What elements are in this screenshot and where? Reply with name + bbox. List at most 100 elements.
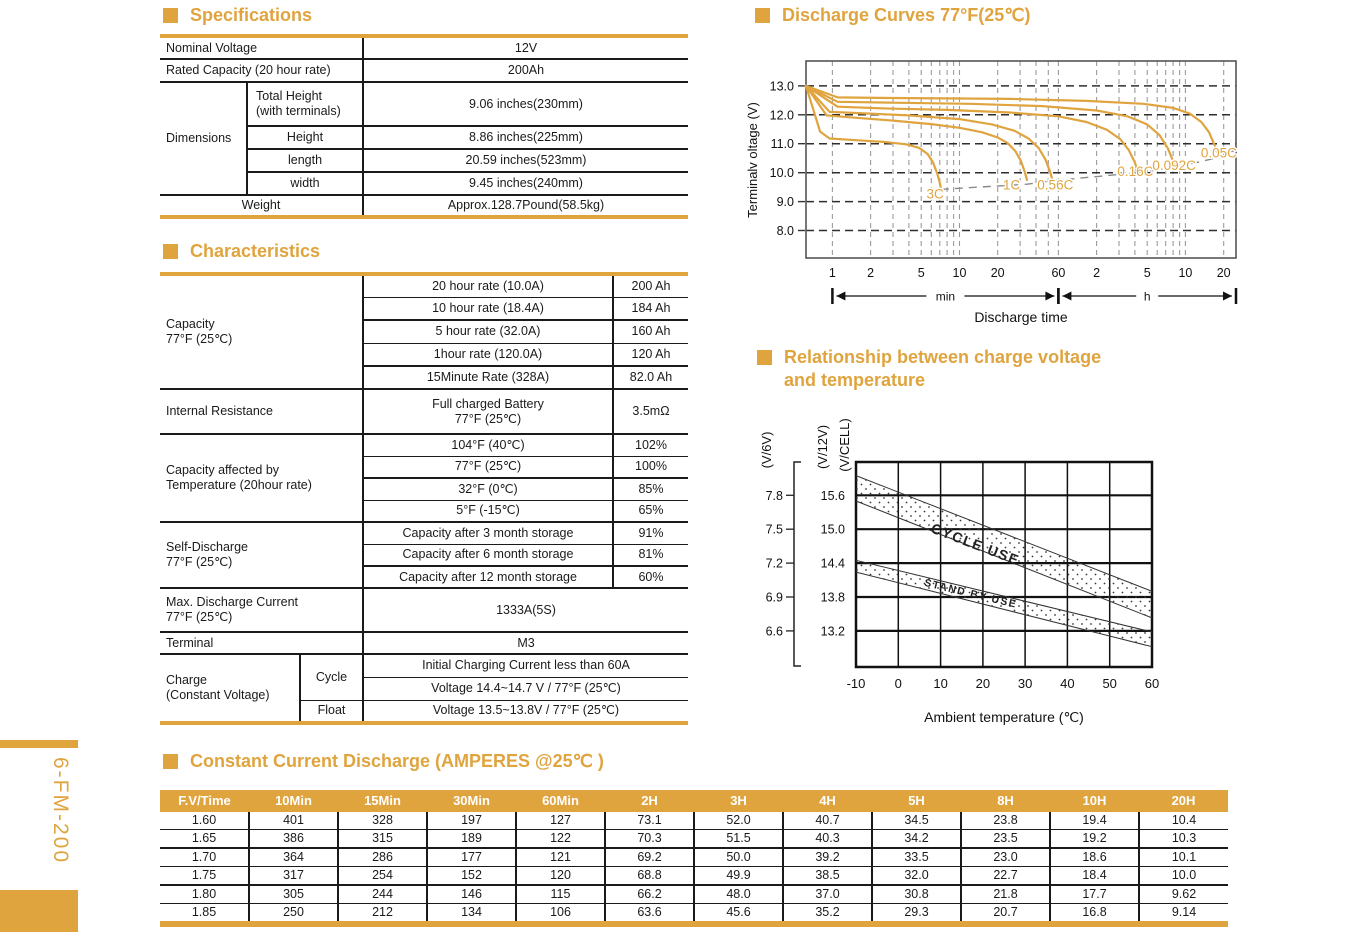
ccd-cell: 22.7 bbox=[960, 866, 1050, 885]
ccd-cell: 10.0 bbox=[1138, 866, 1228, 885]
spec-row-value: 9.45 inches(240mm) bbox=[362, 171, 688, 195]
ccd-cell: 286 bbox=[337, 847, 427, 867]
x-tick-label-hour: 5 bbox=[1144, 266, 1151, 280]
ccd-cell: 19.2 bbox=[1049, 829, 1139, 848]
y-tick-label-12v: 13.8 bbox=[821, 591, 845, 605]
ccd-cell: 63.6 bbox=[604, 903, 694, 924]
ccd-cell: 386 bbox=[248, 829, 338, 848]
x-tick-label: 50 bbox=[1102, 676, 1116, 691]
char-row: 1hour rate (120.0A) 120 Ah bbox=[160, 342, 688, 366]
x-tick-label: 10 bbox=[933, 676, 947, 691]
char-row: 77°F (25℃) 100% bbox=[160, 455, 688, 478]
axis-unit-label-bg bbox=[926, 287, 965, 305]
ccd-cell: 106 bbox=[515, 903, 605, 924]
ccd-header-cell: 60Min bbox=[516, 790, 605, 812]
char-item-value: 82.0 Ah bbox=[612, 365, 688, 389]
char-item-value: 160 Ah bbox=[612, 319, 688, 343]
axis-unit-label: h bbox=[1144, 290, 1151, 304]
ccd-header-row: F.V/Time 10Min 15Min 30Min 60Min 2H 3H 4H 5H 8H 10… bbox=[160, 790, 1228, 812]
ccd-cell: 23.8 bbox=[960, 812, 1050, 830]
y-axis-title-6v: (V/6V) bbox=[759, 432, 774, 469]
char-item-value: M3 bbox=[362, 631, 688, 654]
char-item-name: 5°F (-15℃) bbox=[362, 499, 613, 522]
ccd-cell: 9.62 bbox=[1138, 884, 1228, 904]
charge-mode-label: Float bbox=[299, 699, 363, 723]
y-tick-label-6v: 7.8 bbox=[766, 489, 783, 503]
curve-label-0.16C: 0.16C bbox=[1117, 164, 1153, 179]
specifications-heading: Specifications bbox=[163, 4, 312, 27]
spec-row: Nominal Voltage 12V bbox=[160, 36, 688, 59]
x-tick-label: 40 bbox=[1060, 676, 1074, 691]
ccd-header-cell: 2H bbox=[605, 790, 694, 812]
ccd-cell: 364 bbox=[248, 847, 338, 867]
char-item-value: 200 Ah bbox=[612, 274, 688, 297]
section-title: Discharge Curves 77°F(25℃) bbox=[782, 5, 1031, 25]
ccd-cell: 50.0 bbox=[693, 847, 783, 867]
char-row: Max. Discharge Current 77°F (25℃) 1333A(5S… bbox=[160, 587, 688, 632]
char-row: 15Minute Rate (328A) 82.0 Ah bbox=[160, 365, 688, 389]
discharge-curve-0.56C bbox=[804, 84, 1054, 180]
ccd-header-cell: 5H bbox=[872, 790, 961, 812]
curve-label-1C: 1C bbox=[1003, 177, 1021, 192]
discharge-curves-heading: Discharge Curves 77°F(25℃) bbox=[755, 4, 1031, 27]
section-title: Characteristics bbox=[190, 241, 321, 261]
arrow-right-icon bbox=[1223, 291, 1232, 301]
ccd-header-cell: F.V/Time bbox=[160, 790, 249, 812]
y-axis-title-12v: (V/12V) bbox=[815, 425, 830, 469]
x-tick-label-min: 5 bbox=[918, 266, 925, 280]
char-item-value: 65% bbox=[612, 499, 688, 522]
char-item-value: 3.5mΩ bbox=[612, 388, 688, 434]
ccd-cell: 1.65 bbox=[160, 829, 249, 848]
section-bullet-icon bbox=[163, 8, 178, 23]
spec-dimension-row: width 9.45 inches(240mm) bbox=[160, 171, 688, 195]
charge-mode-label: Cycle bbox=[299, 653, 363, 700]
y-tick-label-6v: 7.5 bbox=[766, 523, 783, 537]
ccd-cell: 29.3 bbox=[871, 903, 961, 924]
axis-unit-label: min bbox=[936, 290, 955, 304]
y-tick-label: 9.0 bbox=[777, 195, 794, 209]
ccd-cell: 177 bbox=[426, 847, 516, 867]
char-item-name: 20 hour rate (10.0A) bbox=[362, 274, 613, 297]
ccd-table: F.V/Time 10Min 15Min 30Min 60Min 2H 3H 4H 5H 8H 10… bbox=[160, 790, 1228, 927]
y-axis-title-cell: (V/CELL) bbox=[837, 418, 852, 471]
char-item-name: 10 hour rate (18.4A) bbox=[362, 296, 613, 320]
ccd-cell: 40.7 bbox=[782, 812, 872, 830]
char-group-label: Self-Discharge 77°F (25℃) bbox=[160, 521, 363, 588]
ccd-cell: 16.8 bbox=[1049, 903, 1139, 924]
band-edge-line bbox=[855, 500, 1153, 619]
spec-row-value: 9.06 inches(230mm) bbox=[362, 81, 688, 126]
ccd-cell: 10.1 bbox=[1138, 847, 1228, 867]
final-voltage-dashed-line bbox=[940, 149, 1236, 191]
x-tick-label-hour: 20 bbox=[1217, 266, 1231, 280]
ccd-cell: 152 bbox=[426, 866, 516, 885]
axis-unit-label-bg bbox=[1136, 287, 1159, 305]
spec-row-value: 20.59 inches(523mm) bbox=[362, 148, 688, 172]
char-row: Float Voltage 13.5~13.8V / 77°F (25℃) bbox=[160, 699, 688, 723]
ccd-header-cell: 10H bbox=[1050, 790, 1139, 812]
band-edge-line bbox=[855, 571, 1153, 648]
ccd-row: 1.60 401 328 197 127 73.1 52.0 40.7 34.5 23.8 19.4… bbox=[160, 812, 1228, 830]
char-item-name: Capacity after 12 month storage bbox=[362, 565, 613, 588]
section-bullet-icon bbox=[755, 8, 770, 23]
discharge-curves-chart: 8.0 9.0 10.0 11.0 12.0 13.0 3C 1C 0.56C 0.16C0.09… bbox=[745, 60, 1239, 325]
ccd-cell: 120 bbox=[515, 866, 605, 885]
ccd-cell: 68.8 bbox=[604, 866, 694, 885]
char-row: Voltage 14.4~14.7 V / 77°F (25℃) bbox=[160, 676, 688, 700]
char-row: Capacity 77°F (25℃) 20 hour rate (10.0A) 20… bbox=[160, 274, 688, 346]
ccd-row: 1.80 305 244 146 115 66.2 48.0 37.0 30.8 21.8 17.7… bbox=[160, 884, 1228, 904]
specifications-table-body: Nominal Voltage 12V Rated Capacity (20 hou… bbox=[160, 36, 688, 217]
ccd-cell: 1.60 bbox=[191, 813, 217, 827]
discharge-curve-3C bbox=[804, 84, 943, 190]
ccd-table-head: F.V/Time 10Min 15Min 30Min 60Min 2H 3H 4H 5H 8H 10… bbox=[160, 790, 1228, 812]
char-item-value: 100% bbox=[612, 455, 688, 478]
spec-row-label: length bbox=[246, 148, 363, 172]
ccd-header-cell: 8H bbox=[961, 790, 1050, 812]
ccd-cell: 30.8 bbox=[871, 884, 961, 904]
ccd-row: 1.70 364 286 177 121 69.2 50.0 39.2 33.5 23.0 18.6… bbox=[160, 847, 1228, 867]
scale-bracket bbox=[793, 461, 801, 667]
ccd-cell: 34.2 bbox=[871, 829, 961, 848]
ccd-cell: 250 bbox=[248, 903, 338, 924]
char-item-value: 120 Ah bbox=[612, 342, 688, 366]
